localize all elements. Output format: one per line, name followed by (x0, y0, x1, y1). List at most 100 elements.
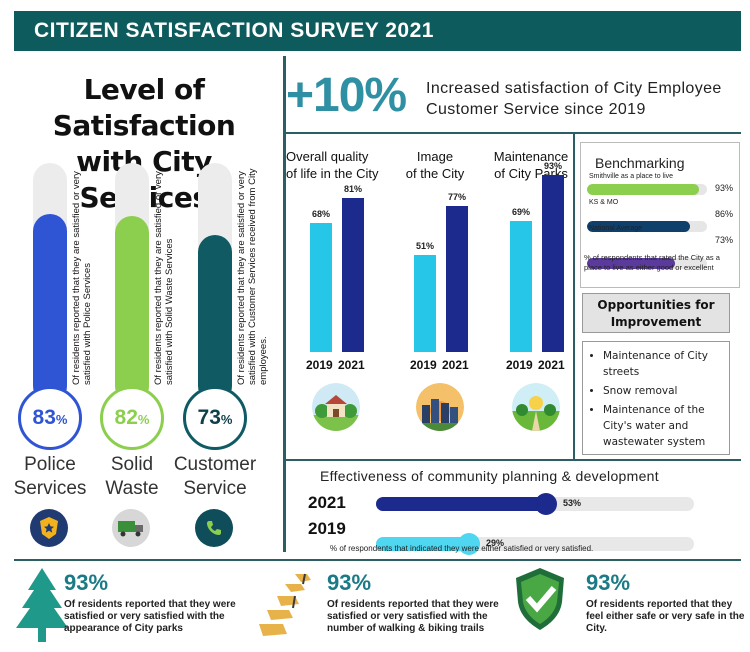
benchmark-fill (587, 258, 675, 269)
chart-data-label: 77% (447, 192, 466, 202)
house-icon (312, 383, 360, 431)
percent-value: 82 (114, 406, 138, 429)
chart-group-title: Overall quality of life in the City (286, 148, 396, 182)
chart-year-label: 2021 (338, 358, 365, 372)
percent-sign: % (220, 412, 233, 427)
satisfaction-bar-track (115, 163, 149, 403)
satisfaction-description: Of residents reported that they are sati… (153, 171, 175, 385)
opportunity-item: Maintenance of the City's water and wast… (603, 402, 725, 450)
benchmark-fill (587, 184, 699, 195)
chart-group-title: Image of the City (390, 148, 480, 182)
opportunity-item: Snow removal (603, 383, 725, 399)
stat-percent: 93% (64, 570, 109, 595)
benchmark-panel: Benchmarking Smithville as a place to li… (580, 142, 740, 288)
chart-group-title-line: of life in the City (286, 166, 379, 181)
satisfaction-bar-fill (33, 214, 67, 403)
opportunity-item: Maintenance of City streets (603, 348, 725, 380)
effectiveness-fill (376, 497, 545, 511)
benchmark-label: National Average (589, 225, 643, 232)
chart-bar (510, 221, 532, 352)
police-badge-icon (30, 509, 68, 547)
effectiveness-year: 2021 (308, 493, 346, 512)
satisfaction-percent-circle: 82% (100, 386, 164, 450)
effectiveness-year: 2019 (308, 519, 346, 538)
tree-icon (14, 566, 70, 644)
service-label: Solid Waste (82, 453, 182, 501)
title-line: Level of Satisfaction (52, 73, 236, 142)
satisfaction-bar-track (33, 163, 67, 403)
opportunities-title-line: Improvement (610, 315, 702, 329)
chart-data-label: 93% (543, 161, 562, 171)
city-skyline-icon (416, 383, 464, 431)
percent-sign: % (137, 412, 150, 427)
section-divider (283, 459, 741, 461)
benchmark-percent: 86% (715, 209, 734, 219)
benchmark-track (587, 258, 707, 269)
bottom-divider (14, 559, 741, 561)
effectiveness-track: 29% (376, 533, 694, 555)
benchmark-track (587, 184, 707, 195)
chart-year-label: 2019 (506, 358, 533, 372)
chart-bar (414, 255, 436, 352)
section-divider (283, 132, 741, 134)
service-label-line: Police (24, 454, 76, 475)
satisfaction-description: Of residents reported that they are sati… (236, 168, 269, 385)
effectiveness-note: % of respondents that indicated they wer… (330, 544, 594, 553)
benchmark-title: Benchmarking (595, 155, 685, 171)
benchmark-note: % of respondents that rated the City as … (584, 253, 720, 272)
chart-year-label: 2019 (306, 358, 333, 372)
effectiveness-title: Effectiveness of community planning & de… (320, 468, 659, 484)
headline-line: Customer Service since 2019 (426, 101, 646, 118)
service-label-line: Solid (110, 454, 154, 475)
satisfaction-bar-track (198, 163, 232, 403)
opportunities-title-line: Opportunities for (597, 298, 715, 312)
effectiveness-track: 53% (376, 493, 694, 515)
benchmark-percent: 93% (715, 183, 734, 193)
chart-data-label: 69% (511, 207, 530, 217)
column-divider (573, 134, 575, 459)
chart-year-label: 2021 (538, 358, 565, 372)
chart-group-title-line: Maintenance (493, 149, 569, 164)
service-label-line: Customer (173, 454, 257, 475)
percent-sign: % (55, 412, 68, 427)
effectiveness-percent: 53% (563, 498, 582, 508)
garbage-truck-icon (112, 509, 150, 547)
satisfaction-description: Of residents reported that they are sati… (71, 171, 93, 385)
headline-text: Increased satisfaction of City Employee … (426, 78, 722, 120)
benchmark-label: Smithville as a place to live (589, 173, 674, 180)
effectiveness-knob (458, 533, 480, 555)
headline-percent: +10% (286, 69, 407, 122)
chart-group-title-line: of the City (405, 166, 465, 181)
headline-line: Increased satisfaction of City Employee (426, 80, 722, 97)
stat-percent: 93% (586, 570, 631, 595)
service-label: Customer Service (165, 453, 265, 501)
chart-data-label: 68% (311, 209, 330, 219)
stat-description: Of residents reported that they were sat… (64, 599, 236, 634)
benchmark-fill (587, 221, 690, 232)
benchmark-track (587, 221, 707, 232)
service-label-line: Service (183, 478, 247, 499)
benchmark-label: KS & MO (589, 199, 619, 206)
park-icon (512, 383, 560, 431)
stat-description: Of residents reported that they feel eit… (586, 599, 745, 634)
column-divider (283, 56, 286, 552)
percent-value: 83 (32, 406, 56, 429)
stat-description: Of residents reported that they were sat… (327, 599, 499, 634)
effectiveness-percent: 29% (486, 538, 505, 548)
chart-bar (446, 206, 468, 352)
percent-value: 73 (197, 406, 221, 429)
page-title: CITIZEN SATISFACTION SURVEY 2021 (14, 11, 741, 51)
chart-year-label: 2019 (410, 358, 437, 372)
effectiveness-knob (535, 493, 557, 515)
service-label-line: Waste (105, 478, 159, 499)
chart-group-title-line: Image (416, 149, 454, 164)
satisfaction-percent-circle: 83% (18, 386, 82, 450)
benchmark-percent: 73% (715, 235, 734, 245)
chart-data-label: 81% (343, 184, 362, 194)
opportunities-title: Opportunities for Improvement (582, 293, 730, 333)
chart-data-label: 51% (415, 241, 434, 251)
chart-bar (542, 175, 564, 352)
shield-check-icon (512, 566, 568, 644)
effectiveness-fill (376, 537, 468, 551)
chart-year-label: 2021 (442, 358, 469, 372)
